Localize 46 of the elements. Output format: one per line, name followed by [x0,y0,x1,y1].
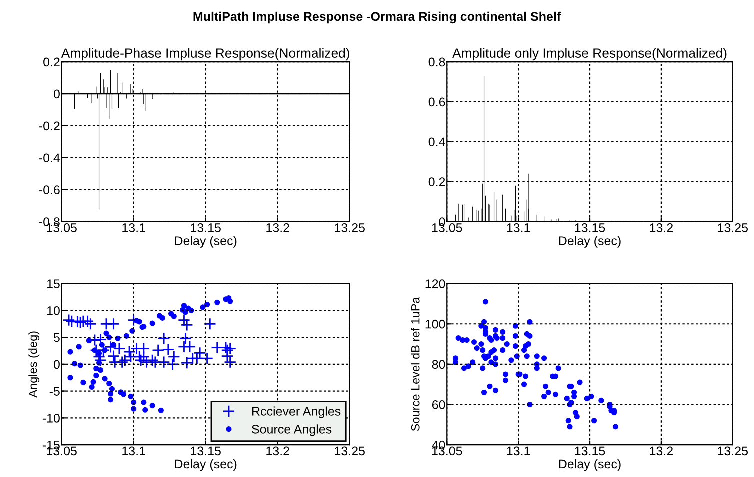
x-tick-label: 13.25 [335,224,365,232]
chart-title: Amplitude-Phase Impluse Response(Normalized) [61,48,350,61]
x-tick-label: 13.15 [191,224,221,232]
x-tick-label: 13.1 [122,224,146,232]
y-tick-label: 0.8 [428,58,446,67]
y-tick-label: -0.6 [39,186,60,194]
y-tick-label: 0.4 [428,138,446,147]
y-tick-label: 0.2 [44,58,60,67]
x-axis-title: Delay (sec) [175,459,237,472]
x-tick-label: 13.25 [718,446,748,456]
y-tick-label: 0.6 [428,98,446,107]
y-tick-label: 80 [432,360,446,370]
y-tick-label: -5 [50,387,60,396]
y-tick-label: -0.4 [39,154,60,163]
y-tick-label: 5 [54,333,60,342]
text: MultiPath Impluse Response -Ormara Rising continental Shelf [194,12,562,24]
y-tick-label: 10 [47,306,60,316]
y-tick-label: -10 [42,414,60,423]
x-axis-title: Delay (sec) [175,236,237,248]
y-tick-label: 15 [47,280,60,288]
chart-title: Amplitude only Impluse Response(Normalized) [452,48,727,61]
x-tick-label: 13.15 [191,446,221,456]
legend-label: Source Angles [252,424,332,436]
x-axis-title: Delay (sec) [559,236,621,248]
y-tick-label: 0 [54,360,60,370]
y-tick-label: 120 [426,280,446,288]
legend-label: Rcciever Angles [252,406,341,418]
y-axis-title: Source Level dB ref 1uPa [411,297,420,432]
x-tick-label: 13.2 [266,446,290,456]
x-tick-label: 13.15 [575,224,606,232]
y-tick-label: -0.2 [39,122,60,131]
y-tick-label: 0.2 [428,178,446,187]
x-tick-label: 13.25 [335,446,365,456]
y-tick-label: 0 [54,90,60,99]
x-tick-label: 13.1 [122,446,146,456]
y-tick-label: 100 [426,320,446,329]
x-tick-label: 13.1 [507,446,530,456]
y-axis-title: Angles (deg) [28,332,40,398]
x-tick-label: 13.15 [575,446,606,456]
x-axis-title: Delay (sec) [559,459,621,472]
x-tick-label: 13.1 [507,224,530,232]
y-tick-label: 60 [432,400,446,410]
x-tick-label: 13.2 [650,224,673,232]
x-tick-label: 13.25 [718,224,748,232]
x-tick-label: 13.2 [266,224,290,232]
x-tick-label: 13.2 [650,446,673,456]
